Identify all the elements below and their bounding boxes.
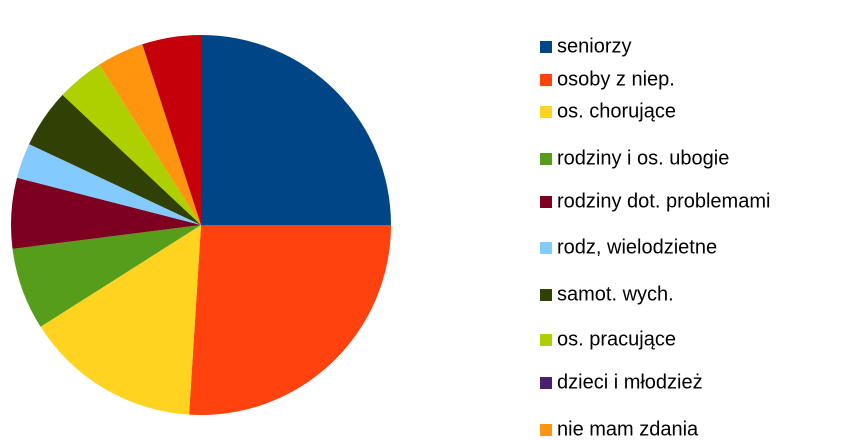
pie-slice	[99, 44, 201, 226]
legend-swatch	[540, 196, 552, 208]
legend-swatch	[540, 424, 552, 436]
legend-swatch	[540, 377, 552, 389]
legend-swatch	[540, 242, 552, 254]
legend-label: os. pracujące	[557, 328, 676, 350]
pie-slice	[189, 225, 391, 416]
pie-slice	[201, 35, 391, 225]
legend-swatch	[540, 41, 552, 53]
legend-label: rodz, wielodzietne	[557, 236, 717, 258]
legend-label: samot. wych.	[557, 283, 674, 305]
legend-label: osoby z niep.	[557, 68, 675, 90]
legend-label: os. chorujące	[557, 100, 676, 122]
legend-swatch	[540, 289, 552, 301]
pie-slice	[142, 35, 201, 225]
legend-swatch	[540, 153, 552, 165]
legend-label: rodziny dot. problemami	[557, 190, 770, 212]
legend-label: rodziny i os. ubogie	[557, 147, 729, 169]
legend-label: nie mam zdania	[557, 418, 699, 440]
pie-slice	[29, 94, 202, 225]
legend-label: seniorzy	[557, 35, 631, 57]
pie-slice	[40, 225, 201, 415]
legend-label: dzieci i młodzież	[557, 371, 703, 393]
legend-swatch	[540, 74, 552, 86]
pie-slice	[62, 64, 202, 225]
pie-slice	[16, 144, 201, 225]
legend-swatch	[540, 106, 552, 118]
legend-swatch	[540, 334, 552, 346]
pie-slice	[12, 225, 202, 327]
pie-slice	[10, 177, 201, 249]
